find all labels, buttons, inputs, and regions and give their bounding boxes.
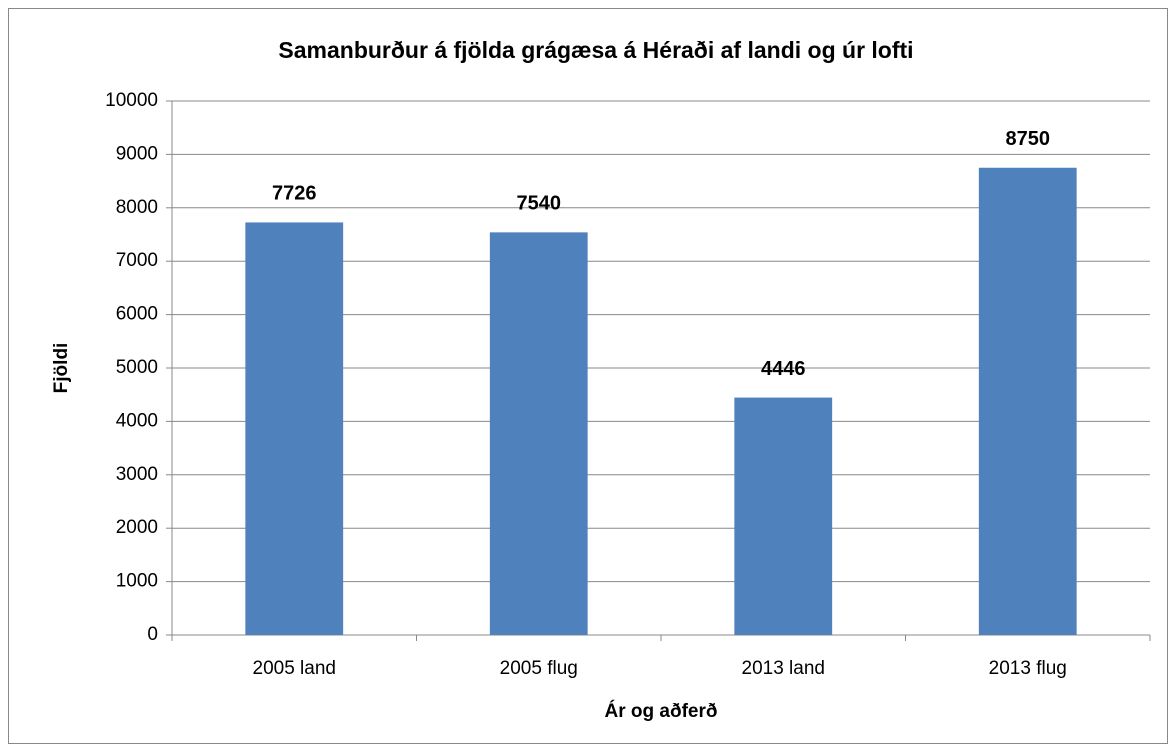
y-tick-label: 9000: [116, 143, 158, 164]
y-tick-label: 0: [147, 624, 158, 645]
y-tick-label: 5000: [116, 357, 158, 378]
y-tick-label: 2000: [116, 517, 158, 538]
x-tick-label: 2013 land: [742, 658, 825, 679]
bar: [489, 232, 588, 635]
x-tick-label: 2005 land: [253, 658, 336, 679]
data-label: 7540: [517, 193, 562, 215]
y-tick-label: 8000: [116, 197, 158, 218]
bar: [978, 167, 1077, 635]
bar: [245, 222, 344, 636]
chart-title: Samanburður á fjölda grágæsa á Héraði af…: [278, 37, 913, 63]
data-label: 4446: [761, 358, 806, 380]
bar: [734, 397, 833, 635]
y-tick-label: 6000: [116, 304, 158, 325]
y-tick-label: 1000: [116, 571, 158, 592]
x-tick-label: 2005 flug: [500, 658, 578, 679]
x-tick-label: 2013 flug: [989, 658, 1067, 679]
data-label: 7726: [272, 183, 317, 205]
data-label: 8750: [1006, 128, 1051, 150]
y-tick-label: 10000: [105, 90, 158, 111]
y-tick-label: 3000: [116, 464, 158, 485]
y-axis-label: Fjöldi: [51, 343, 72, 394]
x-axis-label: Ár og aðferð: [605, 700, 718, 722]
y-tick-label: 7000: [116, 250, 158, 271]
chart-border: [8, 8, 1168, 744]
y-tick-label: 4000: [116, 410, 158, 431]
